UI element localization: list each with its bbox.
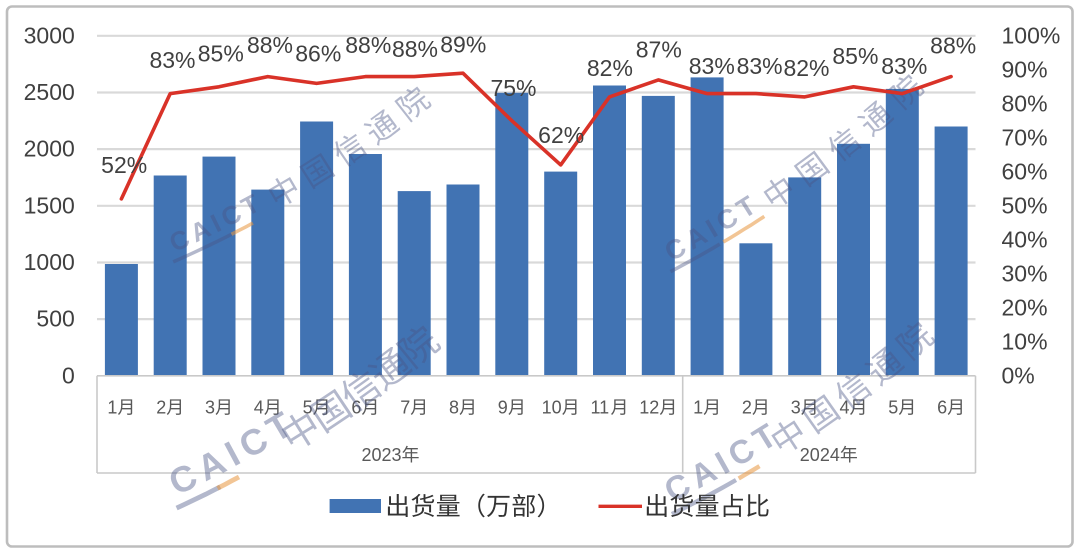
svg-text:5: 5 — [303, 398, 313, 418]
svg-text:88%: 88% — [247, 32, 293, 58]
svg-text:52%: 52% — [101, 152, 147, 178]
svg-text:70%: 70% — [1002, 124, 1048, 150]
svg-text:40%: 40% — [1002, 226, 1048, 252]
svg-text:7: 7 — [400, 398, 410, 418]
svg-text:62%: 62% — [538, 122, 584, 148]
svg-text:2024: 2024 — [800, 445, 840, 465]
svg-text:10: 10 — [542, 398, 562, 418]
svg-text:83%: 83% — [149, 47, 195, 73]
svg-text:3: 3 — [791, 398, 801, 418]
svg-text:75%: 75% — [490, 75, 536, 101]
svg-text:88%: 88% — [930, 33, 976, 59]
svg-text:2: 2 — [742, 398, 752, 418]
svg-text:11: 11 — [591, 398, 610, 418]
svg-text:8: 8 — [449, 398, 459, 418]
svg-text:85%: 85% — [198, 41, 244, 67]
svg-text:1: 1 — [107, 398, 117, 418]
svg-text:50%: 50% — [1002, 192, 1048, 218]
svg-text:3: 3 — [205, 398, 215, 418]
svg-text:2: 2 — [156, 398, 166, 418]
svg-text:80%: 80% — [1002, 90, 1048, 116]
svg-text:82%: 82% — [587, 55, 633, 81]
svg-text:2023: 2023 — [362, 445, 402, 465]
svg-text:9: 9 — [498, 398, 508, 418]
svg-text:0: 0 — [62, 362, 75, 388]
svg-text:89%: 89% — [440, 32, 486, 58]
svg-text:88%: 88% — [392, 36, 438, 62]
svg-text:100%: 100% — [1002, 22, 1061, 48]
svg-text:1: 1 — [693, 398, 703, 418]
svg-text:1000: 1000 — [24, 249, 75, 275]
svg-text:20%: 20% — [1002, 294, 1048, 320]
svg-text:10%: 10% — [1002, 328, 1048, 354]
svg-text:60%: 60% — [1002, 158, 1048, 184]
svg-text:1500: 1500 — [24, 192, 75, 218]
svg-text:86%: 86% — [295, 41, 341, 67]
svg-text:85%: 85% — [832, 43, 878, 69]
svg-text:30%: 30% — [1002, 260, 1048, 286]
svg-text:2000: 2000 — [24, 136, 75, 162]
svg-text:6: 6 — [937, 398, 947, 418]
svg-text:83%: 83% — [881, 53, 927, 79]
svg-text:83%: 83% — [689, 53, 735, 79]
svg-text:82%: 82% — [783, 55, 829, 81]
svg-text:0%: 0% — [1002, 362, 1035, 388]
svg-text:4: 4 — [840, 398, 850, 418]
svg-text:6: 6 — [351, 398, 361, 418]
svg-text:4: 4 — [254, 398, 264, 418]
svg-text:500: 500 — [36, 306, 74, 332]
svg-text:12: 12 — [639, 398, 659, 418]
svg-text:87%: 87% — [636, 37, 682, 63]
svg-text:83%: 83% — [737, 53, 783, 79]
svg-text:5: 5 — [888, 398, 898, 418]
svg-text:3000: 3000 — [24, 22, 75, 48]
svg-text:2500: 2500 — [24, 79, 75, 105]
svg-text:90%: 90% — [1002, 56, 1048, 82]
svg-text:88%: 88% — [345, 32, 391, 58]
